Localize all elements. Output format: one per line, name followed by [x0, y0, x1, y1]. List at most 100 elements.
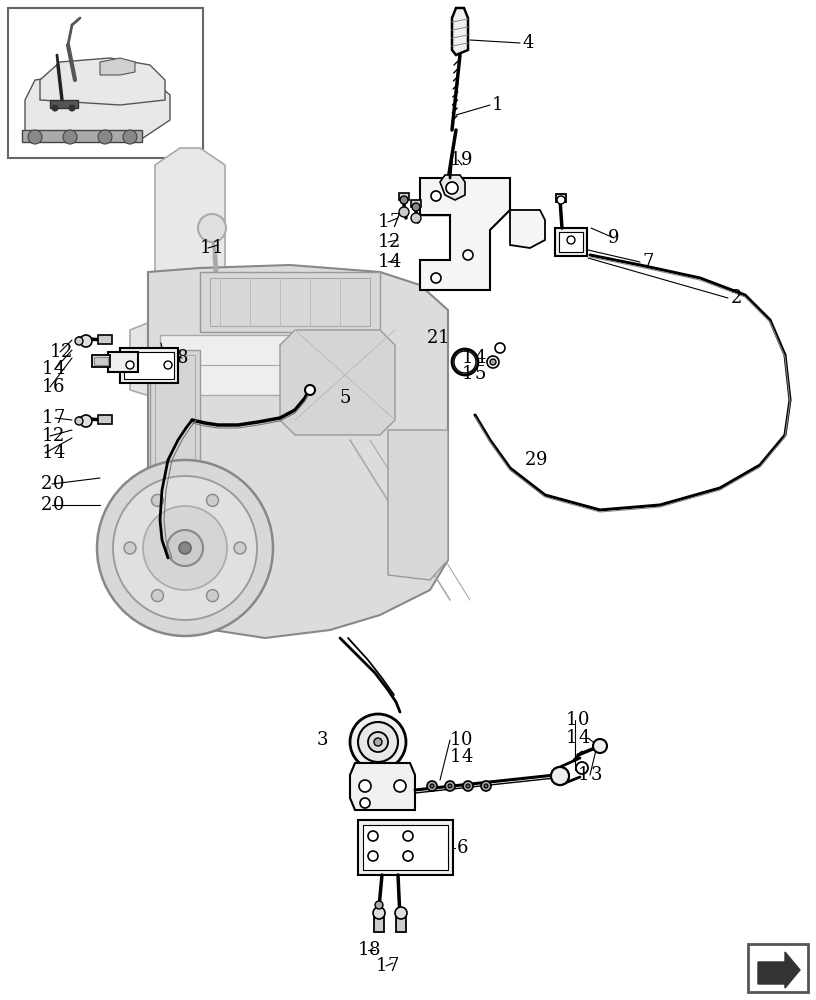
Circle shape [593, 739, 607, 753]
Circle shape [368, 732, 388, 752]
Text: 1: 1 [438, 329, 450, 347]
Text: 1: 1 [450, 151, 461, 169]
Text: 1: 1 [49, 343, 60, 361]
Text: 2: 2 [42, 496, 53, 514]
Circle shape [394, 780, 406, 792]
Circle shape [179, 542, 191, 554]
Text: 4: 4 [389, 253, 401, 271]
Text: 3: 3 [317, 731, 328, 749]
Circle shape [98, 130, 112, 144]
Text: 4: 4 [474, 349, 486, 367]
Text: 7: 7 [388, 957, 399, 975]
Text: 1: 1 [42, 427, 53, 445]
Text: 4: 4 [579, 729, 590, 747]
Circle shape [52, 105, 58, 111]
Circle shape [400, 196, 408, 204]
Text: 2: 2 [426, 329, 437, 347]
Circle shape [495, 343, 505, 353]
Text: 6: 6 [456, 839, 468, 857]
Circle shape [567, 236, 575, 244]
Polygon shape [100, 58, 135, 75]
Text: 9: 9 [461, 151, 472, 169]
Text: 1: 1 [462, 365, 474, 383]
Text: 4: 4 [53, 444, 64, 462]
Circle shape [484, 784, 488, 788]
Circle shape [463, 250, 473, 260]
Bar [150, 350, 200, 470]
Text: 0: 0 [461, 731, 472, 749]
Circle shape [463, 781, 473, 791]
Circle shape [234, 542, 246, 554]
Circle shape [374, 738, 382, 746]
Text: 6: 6 [53, 378, 64, 396]
Circle shape [466, 784, 470, 788]
Text: 1: 1 [199, 239, 211, 257]
Polygon shape [40, 58, 165, 105]
Text: 0: 0 [579, 711, 590, 729]
Bar [411, 200, 421, 207]
Bar [396, 916, 406, 932]
Circle shape [430, 784, 434, 788]
Circle shape [359, 780, 371, 792]
Circle shape [445, 781, 455, 791]
Circle shape [124, 542, 136, 554]
Circle shape [198, 214, 226, 242]
Text: 8: 8 [176, 349, 188, 367]
Text: 1: 1 [491, 96, 503, 114]
Polygon shape [440, 175, 465, 200]
Text: 1: 1 [377, 253, 388, 271]
Text: 7: 7 [389, 213, 401, 231]
Polygon shape [420, 178, 510, 290]
Text: 4: 4 [461, 748, 472, 766]
Circle shape [551, 767, 569, 785]
Circle shape [403, 831, 413, 841]
Circle shape [75, 337, 83, 345]
Text: 2: 2 [42, 475, 53, 493]
Circle shape [373, 907, 385, 919]
Circle shape [431, 191, 441, 201]
Circle shape [399, 207, 409, 217]
Ellipse shape [454, 351, 476, 373]
Text: 1: 1 [42, 409, 53, 427]
Text: 1: 1 [42, 360, 53, 378]
Circle shape [152, 590, 163, 602]
Text: 4: 4 [522, 34, 534, 52]
Text: 9: 9 [608, 229, 619, 247]
Circle shape [481, 781, 491, 791]
Circle shape [403, 851, 413, 861]
Circle shape [576, 762, 588, 774]
Circle shape [368, 831, 378, 841]
Polygon shape [155, 148, 225, 355]
Text: 1: 1 [450, 748, 461, 766]
Bar [155, 355, 195, 465]
Text: 1: 1 [450, 731, 461, 749]
Text: 3: 3 [590, 766, 601, 784]
Circle shape [97, 460, 273, 636]
Polygon shape [350, 763, 415, 810]
Circle shape [427, 781, 437, 791]
Polygon shape [148, 265, 448, 638]
Circle shape [69, 105, 75, 111]
Circle shape [358, 722, 398, 762]
Bar [160, 335, 300, 395]
Text: 4: 4 [53, 360, 64, 378]
Circle shape [126, 361, 134, 369]
Bar [559, 232, 583, 252]
Polygon shape [22, 130, 142, 142]
Circle shape [448, 784, 452, 788]
Circle shape [350, 714, 406, 770]
Polygon shape [130, 310, 340, 420]
Circle shape [206, 494, 219, 506]
Circle shape [551, 767, 569, 785]
Circle shape [63, 130, 77, 144]
Circle shape [28, 130, 42, 144]
Text: 9: 9 [536, 451, 548, 469]
Polygon shape [510, 210, 545, 248]
Ellipse shape [452, 349, 478, 375]
Text: 2: 2 [730, 289, 742, 307]
Circle shape [75, 417, 83, 425]
Bar [108, 352, 138, 372]
Text: 1: 1 [566, 711, 578, 729]
Text: 2: 2 [389, 233, 401, 251]
Text: 1: 1 [377, 233, 388, 251]
